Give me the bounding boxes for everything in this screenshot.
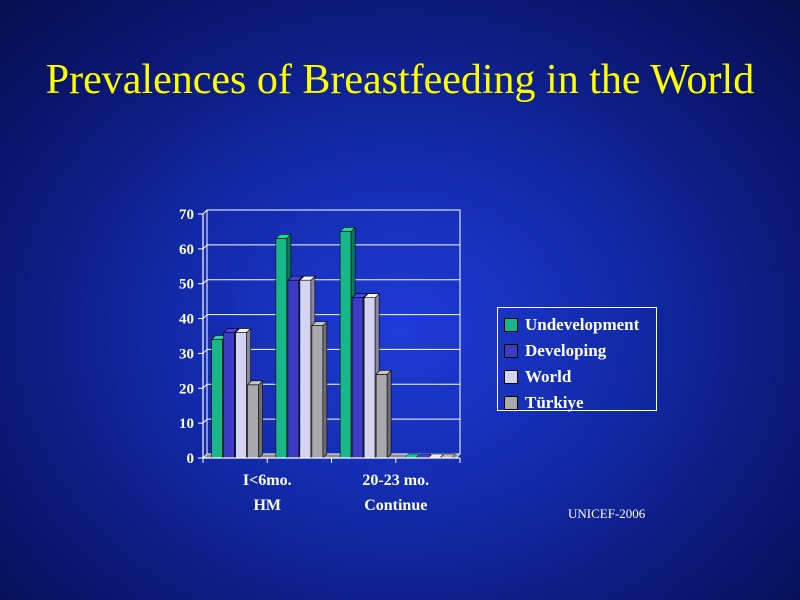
legend-label: Developing: [525, 341, 607, 360]
bar-side: [322, 320, 328, 459]
legend-label: Undevelopment: [525, 315, 640, 334]
legend-swatch: [504, 318, 518, 332]
bar-front: [299, 279, 312, 459]
source-credit: UNICEF-2006: [568, 506, 646, 521]
bar-front: [223, 332, 235, 459]
legend-item: Undevelopment: [504, 312, 656, 338]
bar-top: [275, 234, 292, 239]
bar: [375, 369, 392, 459]
bar-front: [311, 325, 324, 459]
y-tick-label: 10: [179, 416, 194, 432]
bar-side: [386, 369, 392, 459]
bar-front: [339, 231, 352, 459]
y-tick-label: 20: [179, 381, 194, 397]
y-tick-label: 70: [179, 207, 194, 223]
bar-top: [246, 380, 264, 386]
bar-top: [363, 293, 380, 298]
legend-swatch: [504, 396, 518, 410]
bars: [210, 226, 456, 459]
bar-side: [258, 380, 263, 459]
y-tick-label: 30: [179, 346, 194, 362]
bar-top: [222, 328, 240, 333]
bar-top: [375, 370, 392, 375]
legend-swatch: [504, 344, 518, 358]
bar-front: [235, 332, 247, 459]
bar-front: [363, 297, 376, 459]
legend-item: Türkiye: [504, 390, 656, 416]
bar-front: [211, 339, 223, 459]
x-tick-label: Continue: [364, 497, 427, 514]
legend-item: Developing: [504, 338, 656, 364]
slide-title: Prevalences of Breastfeeding in the Worl…: [45, 57, 755, 103]
x-tick-label: 20-23 mo.: [362, 472, 429, 489]
gridline-depth: [202, 314, 208, 319]
legend-label: World: [525, 367, 572, 386]
bar-top: [339, 227, 356, 232]
legend-label: Türkiye: [525, 393, 584, 412]
gridline-depth: [202, 383, 208, 389]
x-tick-label: HM: [253, 497, 281, 514]
gridline-depth: [202, 349, 208, 354]
axes: 0 10 20 30 40 50 60 70 I<6mo. HM 20-23 mo. Continue: [179, 207, 461, 514]
bar-top: [287, 275, 304, 281]
bar-front: [287, 279, 300, 459]
y-tick-label: 50: [179, 277, 194, 293]
legend-swatch: [504, 370, 518, 384]
bar-top: [311, 321, 328, 326]
bar-top: [351, 293, 368, 298]
gridline-depth: [202, 418, 208, 424]
bar-front: [375, 374, 388, 459]
bar-front: [247, 384, 259, 459]
y-tick-label: 40: [179, 312, 194, 328]
legend-item: World: [504, 364, 656, 390]
bar-top: [234, 328, 252, 333]
chart-legend: Undevelopment Developing World Türkiye: [497, 307, 657, 412]
y-tick-label: 60: [179, 242, 194, 258]
bar-top: [299, 275, 316, 281]
bar-front: [351, 297, 364, 459]
bar-front: [275, 238, 288, 459]
x-tick-label: I<6mo.: [243, 472, 292, 489]
y-tick-label: 0: [187, 451, 195, 467]
gridline-depth: [202, 244, 208, 250]
bar: [311, 320, 328, 459]
gridline-depth: [202, 279, 208, 285]
gridline-depth: [202, 209, 208, 215]
bar: [246, 380, 264, 459]
